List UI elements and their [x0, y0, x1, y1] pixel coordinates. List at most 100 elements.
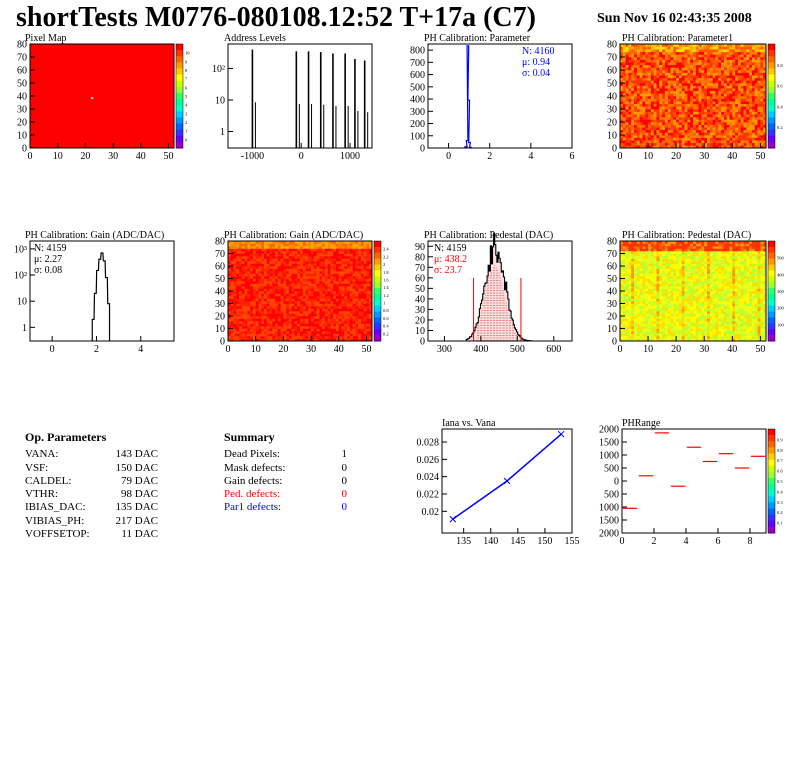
heatmap-cell	[754, 59, 758, 63]
heatmap-cell	[291, 303, 295, 307]
heatmap-cell	[754, 77, 758, 81]
heatmap-cell	[642, 246, 646, 249]
heatmap-cell	[737, 72, 742, 76]
heatmap-cell	[715, 75, 719, 79]
heatmap-cell	[311, 306, 315, 309]
heatmap-cell	[757, 124, 761, 128]
heatmap-cell	[625, 271, 629, 274]
heatmap-cell	[264, 336, 268, 339]
heatmap-cell	[737, 101, 742, 105]
heatmap-cell	[360, 296, 364, 299]
heatmap-cell	[701, 64, 705, 68]
heatmap-cell	[650, 283, 654, 287]
heatmap-cell	[261, 256, 265, 259]
heatmap-cell	[620, 333, 624, 337]
heatmap-cell	[233, 308, 237, 312]
heatmap-cell	[662, 116, 666, 120]
heatmap-cell	[622, 132, 626, 136]
heatmap-cell	[721, 77, 725, 81]
chart-title: PH Calibration: Pedestal (DAC)	[622, 230, 751, 241]
heatmap-cell	[712, 67, 716, 71]
heatmap-cell	[664, 106, 669, 110]
heatmap-cell	[241, 246, 245, 249]
heatmap-cell	[241, 291, 245, 294]
heatmap-cell	[625, 328, 629, 332]
plot-frame	[427, 43, 573, 149]
heatmap-cell	[662, 101, 666, 105]
heatmap-cell	[754, 54, 758, 58]
heatmap-cell	[636, 67, 640, 71]
heatmap-cell	[347, 273, 351, 277]
heatmap-cell	[707, 96, 711, 99]
heatmap-cell	[707, 93, 711, 97]
y-tick-label: 20	[415, 315, 425, 326]
heatmap-cell	[261, 286, 265, 289]
heatmap-cell	[261, 326, 265, 329]
heatmap-cell	[291, 263, 295, 267]
heatmap-cell	[746, 145, 750, 149]
heatmap-cell	[687, 57, 691, 60]
heatmap-cell	[233, 241, 237, 244]
heatmap-cell	[366, 288, 370, 292]
heatmap-cell	[662, 80, 666, 84]
heatmap-cell	[676, 93, 680, 97]
heatmap-cell	[631, 311, 635, 314]
heatmap-cell	[236, 288, 240, 292]
heatmap-cell	[729, 49, 733, 53]
heatmap-cell	[628, 241, 632, 244]
heatmap-cell	[272, 331, 276, 334]
heatmap-cell	[763, 109, 767, 112]
heatmap-cell	[319, 261, 323, 264]
heatmap-cell	[701, 72, 705, 76]
heatmap-cell	[360, 333, 364, 337]
heatmap-cell	[740, 124, 744, 128]
heatmap-cell	[620, 72, 624, 76]
heatmap-cell	[622, 288, 626, 292]
heatmap-cell	[330, 338, 334, 342]
heatmap-cell	[684, 122, 688, 125]
heatmap-cell	[707, 124, 711, 128]
heatmap-cell	[737, 49, 742, 53]
heatmap-cell	[324, 333, 328, 337]
heatmap-cell	[308, 328, 312, 332]
heatmap-cell	[678, 67, 683, 71]
heatmap-cell	[678, 96, 683, 99]
heatmap-cell	[239, 328, 243, 332]
heatmap-cell	[650, 75, 654, 79]
heatmap-cell	[751, 116, 756, 120]
heatmap-cell	[701, 90, 705, 94]
heatmap-cell	[252, 253, 256, 257]
heatmap-cell	[297, 283, 301, 287]
heatmap-cell	[695, 77, 699, 81]
heatmap-cell	[709, 90, 713, 94]
heatmap-cell	[740, 109, 744, 112]
heatmap-cell	[344, 333, 348, 337]
heatmap-cell	[676, 119, 680, 123]
heatmap-cell	[620, 93, 624, 97]
heatmap-cell	[233, 323, 237, 327]
y-tick-label: 80	[215, 237, 225, 248]
heatmap-cell	[648, 135, 652, 138]
heatmap-cell	[687, 119, 691, 123]
heatmap-cell	[313, 243, 317, 247]
heatmap-cell	[628, 46, 632, 50]
heatmap-cell	[650, 276, 654, 279]
heatmap-cell	[241, 261, 245, 264]
heatmap-cell	[659, 49, 663, 53]
heatmap-cell	[650, 266, 654, 269]
heatmap-cell	[241, 296, 245, 299]
heatmap-cell	[241, 268, 245, 272]
heatmap-cell	[336, 326, 340, 329]
heatmap-cell	[297, 263, 301, 267]
heatmap-cell	[324, 253, 328, 257]
heatmap-cell	[729, 111, 733, 115]
heatmap-cell	[294, 303, 298, 307]
heatmap-cell	[336, 263, 340, 267]
heatmap-cell	[631, 127, 635, 131]
heatmap-cell	[709, 46, 713, 50]
heatmap-cell	[322, 273, 326, 277]
heatmap-cell	[369, 243, 373, 247]
heatmap-cell	[704, 140, 708, 144]
heatmap-cell	[252, 281, 256, 284]
heatmap-cell	[676, 135, 680, 138]
